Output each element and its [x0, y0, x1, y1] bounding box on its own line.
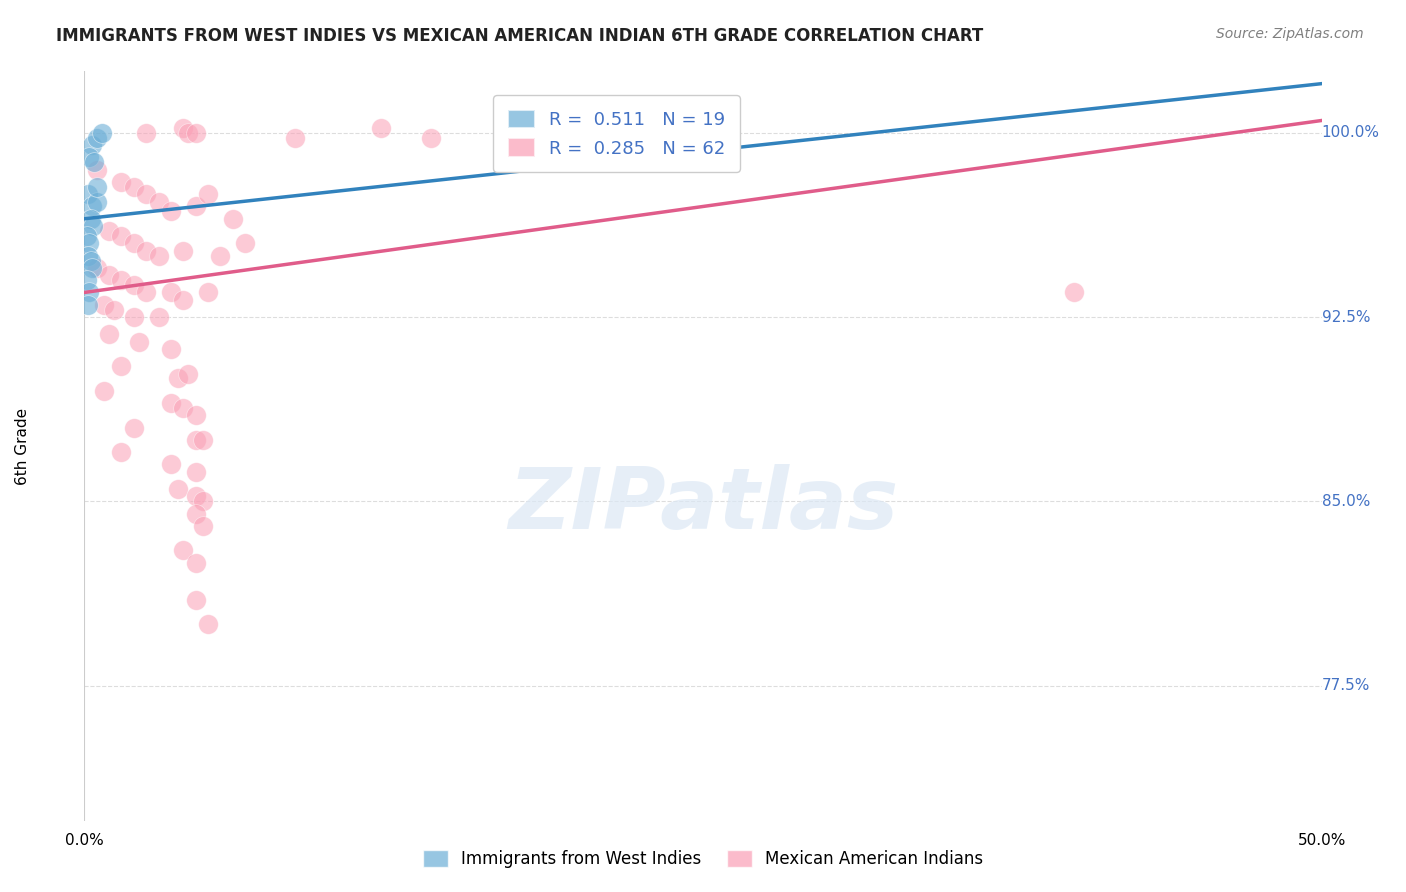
Point: [79, 253, 101, 268]
Point: [76, 229, 98, 244]
Legend: Immigrants from West Indies, Mexican American Indians: Immigrants from West Indies, Mexican Ame…: [416, 843, 990, 875]
Point: [135, 126, 157, 140]
Text: 85.0%: 85.0%: [1322, 494, 1369, 508]
Point: [184, 489, 207, 503]
Point: [197, 285, 219, 300]
Point: [122, 278, 145, 293]
Point: [93, 384, 115, 398]
Point: [172, 120, 194, 135]
Point: [135, 187, 157, 202]
Point: [148, 194, 170, 209]
Point: [167, 482, 190, 496]
Point: [191, 433, 214, 447]
Point: [98, 224, 121, 238]
Point: [184, 592, 207, 607]
Point: [184, 199, 207, 213]
Text: ZIPatlas: ZIPatlas: [508, 465, 898, 548]
Point: [80, 138, 103, 153]
Point: [82, 219, 104, 234]
Point: [79, 150, 101, 164]
Point: [110, 273, 132, 287]
Point: [135, 285, 157, 300]
Point: [148, 310, 170, 324]
Point: [122, 420, 145, 434]
Point: [191, 494, 214, 508]
Point: [122, 179, 145, 194]
Text: 77.5%: 77.5%: [1322, 678, 1369, 693]
Point: [284, 130, 307, 145]
Point: [98, 327, 121, 342]
Point: [77, 249, 100, 263]
Point: [177, 126, 200, 140]
Point: [191, 519, 214, 533]
Point: [86, 260, 108, 275]
Point: [98, 268, 121, 283]
Point: [148, 249, 170, 263]
Point: [110, 359, 132, 373]
Text: IMMIGRANTS FROM WEST INDIES VS MEXICAN AMERICAN INDIAN 6TH GRADE CORRELATION CHA: IMMIGRANTS FROM WEST INDIES VS MEXICAN A…: [56, 27, 983, 45]
Point: [1063, 285, 1085, 300]
Point: [90, 126, 112, 140]
Point: [77, 298, 100, 312]
Point: [76, 273, 98, 287]
Point: [122, 310, 145, 324]
Text: Source: ZipAtlas.com: Source: ZipAtlas.com: [1216, 27, 1364, 41]
Point: [184, 126, 207, 140]
Point: [80, 199, 103, 213]
Point: [233, 236, 256, 251]
Point: [86, 194, 108, 209]
Point: [370, 120, 392, 135]
Point: [86, 162, 108, 177]
Text: 0.0%: 0.0%: [65, 833, 104, 848]
Point: [184, 433, 207, 447]
Point: [160, 342, 183, 356]
Point: [93, 298, 115, 312]
Point: [160, 396, 183, 410]
Text: 92.5%: 92.5%: [1322, 310, 1369, 325]
Point: [419, 130, 441, 145]
Point: [184, 409, 207, 423]
Point: [103, 302, 125, 317]
Point: [110, 175, 132, 189]
Point: [110, 445, 132, 459]
Point: [83, 155, 105, 169]
Point: [79, 236, 101, 251]
Point: [197, 617, 219, 632]
Point: [172, 244, 194, 258]
Point: [128, 334, 150, 349]
Point: [110, 229, 132, 244]
Point: [172, 401, 194, 415]
Point: [86, 179, 108, 194]
Point: [135, 244, 157, 258]
Point: [79, 211, 101, 226]
Point: [184, 465, 207, 479]
Point: [122, 236, 145, 251]
Point: [222, 211, 245, 226]
Point: [160, 285, 183, 300]
Point: [172, 543, 194, 558]
Legend: R =  0.511   N = 19, R =  0.285   N = 62: R = 0.511 N = 19, R = 0.285 N = 62: [494, 95, 740, 172]
Point: [86, 130, 108, 145]
Text: 100.0%: 100.0%: [1322, 125, 1379, 140]
Point: [172, 293, 194, 307]
Point: [167, 371, 190, 385]
Point: [197, 187, 219, 202]
Point: [209, 249, 232, 263]
Point: [79, 285, 101, 300]
Point: [80, 260, 103, 275]
Point: [177, 367, 200, 381]
Text: 6th Grade: 6th Grade: [15, 408, 30, 484]
Text: 50.0%: 50.0%: [1298, 833, 1346, 848]
Point: [184, 507, 207, 521]
Point: [160, 204, 183, 219]
Point: [77, 187, 100, 202]
Point: [184, 556, 207, 570]
Point: [160, 458, 183, 472]
